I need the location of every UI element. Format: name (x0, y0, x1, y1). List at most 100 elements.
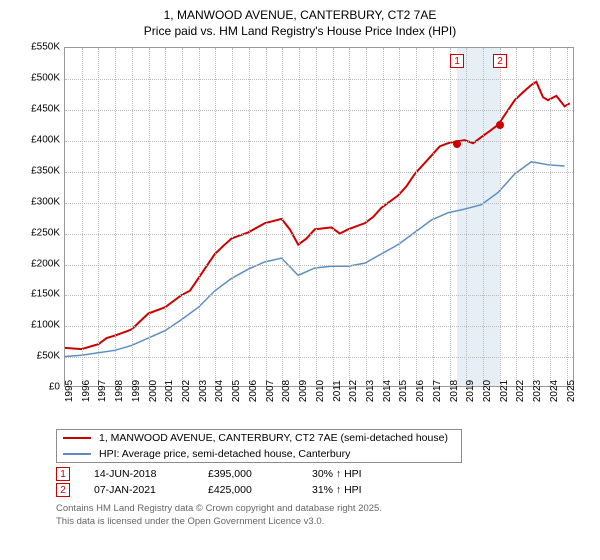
gridline-v (433, 48, 434, 386)
title-line-1: 1, MANWOOD AVENUE, CANTERBURY, CT2 7AE (12, 8, 588, 24)
y-axis-label: £150K (20, 289, 60, 300)
gridline-v (500, 48, 501, 386)
chart-marker-dot-2 (496, 121, 504, 129)
gridline-v (483, 48, 484, 386)
gridline-v (249, 48, 250, 386)
sale-date: 14-JUN-2018 (94, 468, 184, 480)
footer: Contains HM Land Registry data © Crown c… (56, 503, 588, 528)
gridline-v (567, 48, 568, 386)
gridline-v (333, 48, 334, 386)
gridline-v (533, 48, 534, 386)
y-axis-label: £550K (20, 42, 60, 53)
gridline-v (115, 48, 116, 386)
y-axis-label: £300K (20, 196, 60, 207)
x-axis-label: 2025 (566, 380, 577, 402)
gridline-v (199, 48, 200, 386)
x-axis-label: 2011 (332, 380, 343, 402)
y-axis-label: £100K (20, 320, 60, 331)
gridline-v (82, 48, 83, 386)
gridline-h (65, 234, 573, 235)
y-axis-label: £350K (20, 165, 60, 176)
x-axis-label: 2000 (148, 380, 159, 402)
x-axis-label: 1999 (131, 380, 142, 402)
x-axis-label: 2010 (315, 380, 326, 402)
gridline-v (383, 48, 384, 386)
x-axis-label: 2006 (248, 380, 259, 402)
legend: 1, MANWOOD AVENUE, CANTERBURY, CT2 7AE (… (56, 429, 462, 463)
gridline-v (466, 48, 467, 386)
gridline-h (65, 110, 573, 111)
x-axis-label: 2013 (365, 380, 376, 402)
sale-marker-1: 1 (56, 467, 70, 481)
chart-title: 1, MANWOOD AVENUE, CANTERBURY, CT2 7AE P… (12, 8, 588, 39)
x-axis-label: 2002 (181, 380, 192, 402)
series-hpi (65, 162, 565, 357)
gridline-v (550, 48, 551, 386)
gridline-v (349, 48, 350, 386)
title-line-2: Price paid vs. HM Land Registry's House … (12, 24, 588, 40)
x-axis-label: 2008 (281, 380, 292, 402)
sale-row-1: 114-JUN-2018£395,00030% ↑ HPI (56, 467, 588, 481)
x-axis-label: 1998 (114, 380, 125, 402)
x-axis-label: 2014 (382, 380, 393, 402)
x-axis-label: 2007 (265, 380, 276, 402)
x-axis-label: 2022 (515, 380, 526, 402)
gridline-v (215, 48, 216, 386)
gridline-v (399, 48, 400, 386)
gridline-h (65, 141, 573, 142)
sale-marker-2: 2 (56, 483, 70, 497)
x-axis-label: 2005 (231, 380, 242, 402)
chart-marker-dot-1 (453, 140, 461, 148)
gridline-v (182, 48, 183, 386)
gridline-v (316, 48, 317, 386)
line-series-svg (65, 48, 573, 386)
y-axis-label: £500K (20, 73, 60, 84)
legend-swatch (63, 453, 91, 455)
x-axis-label: 2001 (164, 380, 175, 402)
legend-row: 1, MANWOOD AVENUE, CANTERBURY, CT2 7AE (… (57, 430, 461, 446)
gridline-v (299, 48, 300, 386)
y-axis-label: £400K (20, 134, 60, 145)
gridline-h (65, 172, 573, 173)
sale-price: £425,000 (208, 484, 288, 496)
x-axis-label: 1997 (97, 380, 108, 402)
x-axis-label: 2012 (348, 380, 359, 402)
x-axis-label: 2004 (214, 380, 225, 402)
series-price_paid (65, 82, 570, 349)
gridline-h (65, 265, 573, 266)
x-axis-label: 2016 (415, 380, 426, 402)
chart-marker-1: 1 (450, 54, 464, 68)
y-axis-label: £250K (20, 227, 60, 238)
x-axis-label: 2009 (298, 380, 309, 402)
gridline-h (65, 79, 573, 80)
y-axis-label: £200K (20, 258, 60, 269)
x-axis-label: 1995 (64, 380, 75, 402)
chart-container: 1, MANWOOD AVENUE, CANTERBURY, CT2 7AE P… (0, 0, 600, 560)
legend-label: HPI: Average price, semi-detached house,… (99, 448, 350, 460)
x-axis-label: 2023 (532, 380, 543, 402)
sale-rows: 114-JUN-2018£395,00030% ↑ HPI207-JAN-202… (56, 467, 588, 497)
gridline-h (65, 357, 573, 358)
sale-vs-hpi: 31% ↑ HPI (312, 484, 362, 496)
sale-date: 07-JAN-2021 (94, 484, 184, 496)
x-axis-label: 2019 (465, 380, 476, 402)
plot-area: 12 (64, 47, 574, 387)
y-axis-label: £50K (20, 351, 60, 362)
y-axis-label: £450K (20, 104, 60, 115)
x-axis-label: 2017 (432, 380, 443, 402)
gridline-v (165, 48, 166, 386)
x-axis-label: 2021 (499, 380, 510, 402)
footer-line-2: This data is licensed under the Open Gov… (56, 516, 588, 528)
gridline-v (266, 48, 267, 386)
sale-row-2: 2 07-JAN-2021 £425,000 31% ↑ HPI (56, 483, 588, 497)
x-axis-label: 2003 (198, 380, 209, 402)
x-axis-label: 2024 (549, 380, 560, 402)
gridline-v (416, 48, 417, 386)
gridline-v (232, 48, 233, 386)
gridline-v (98, 48, 99, 386)
footer-line-1: Contains HM Land Registry data © Crown c… (56, 503, 588, 515)
gridline-v (132, 48, 133, 386)
sale-vs-hpi: 30% ↑ HPI (312, 468, 362, 480)
gridline-v (516, 48, 517, 386)
legend-row: HPI: Average price, semi-detached house,… (57, 446, 461, 462)
